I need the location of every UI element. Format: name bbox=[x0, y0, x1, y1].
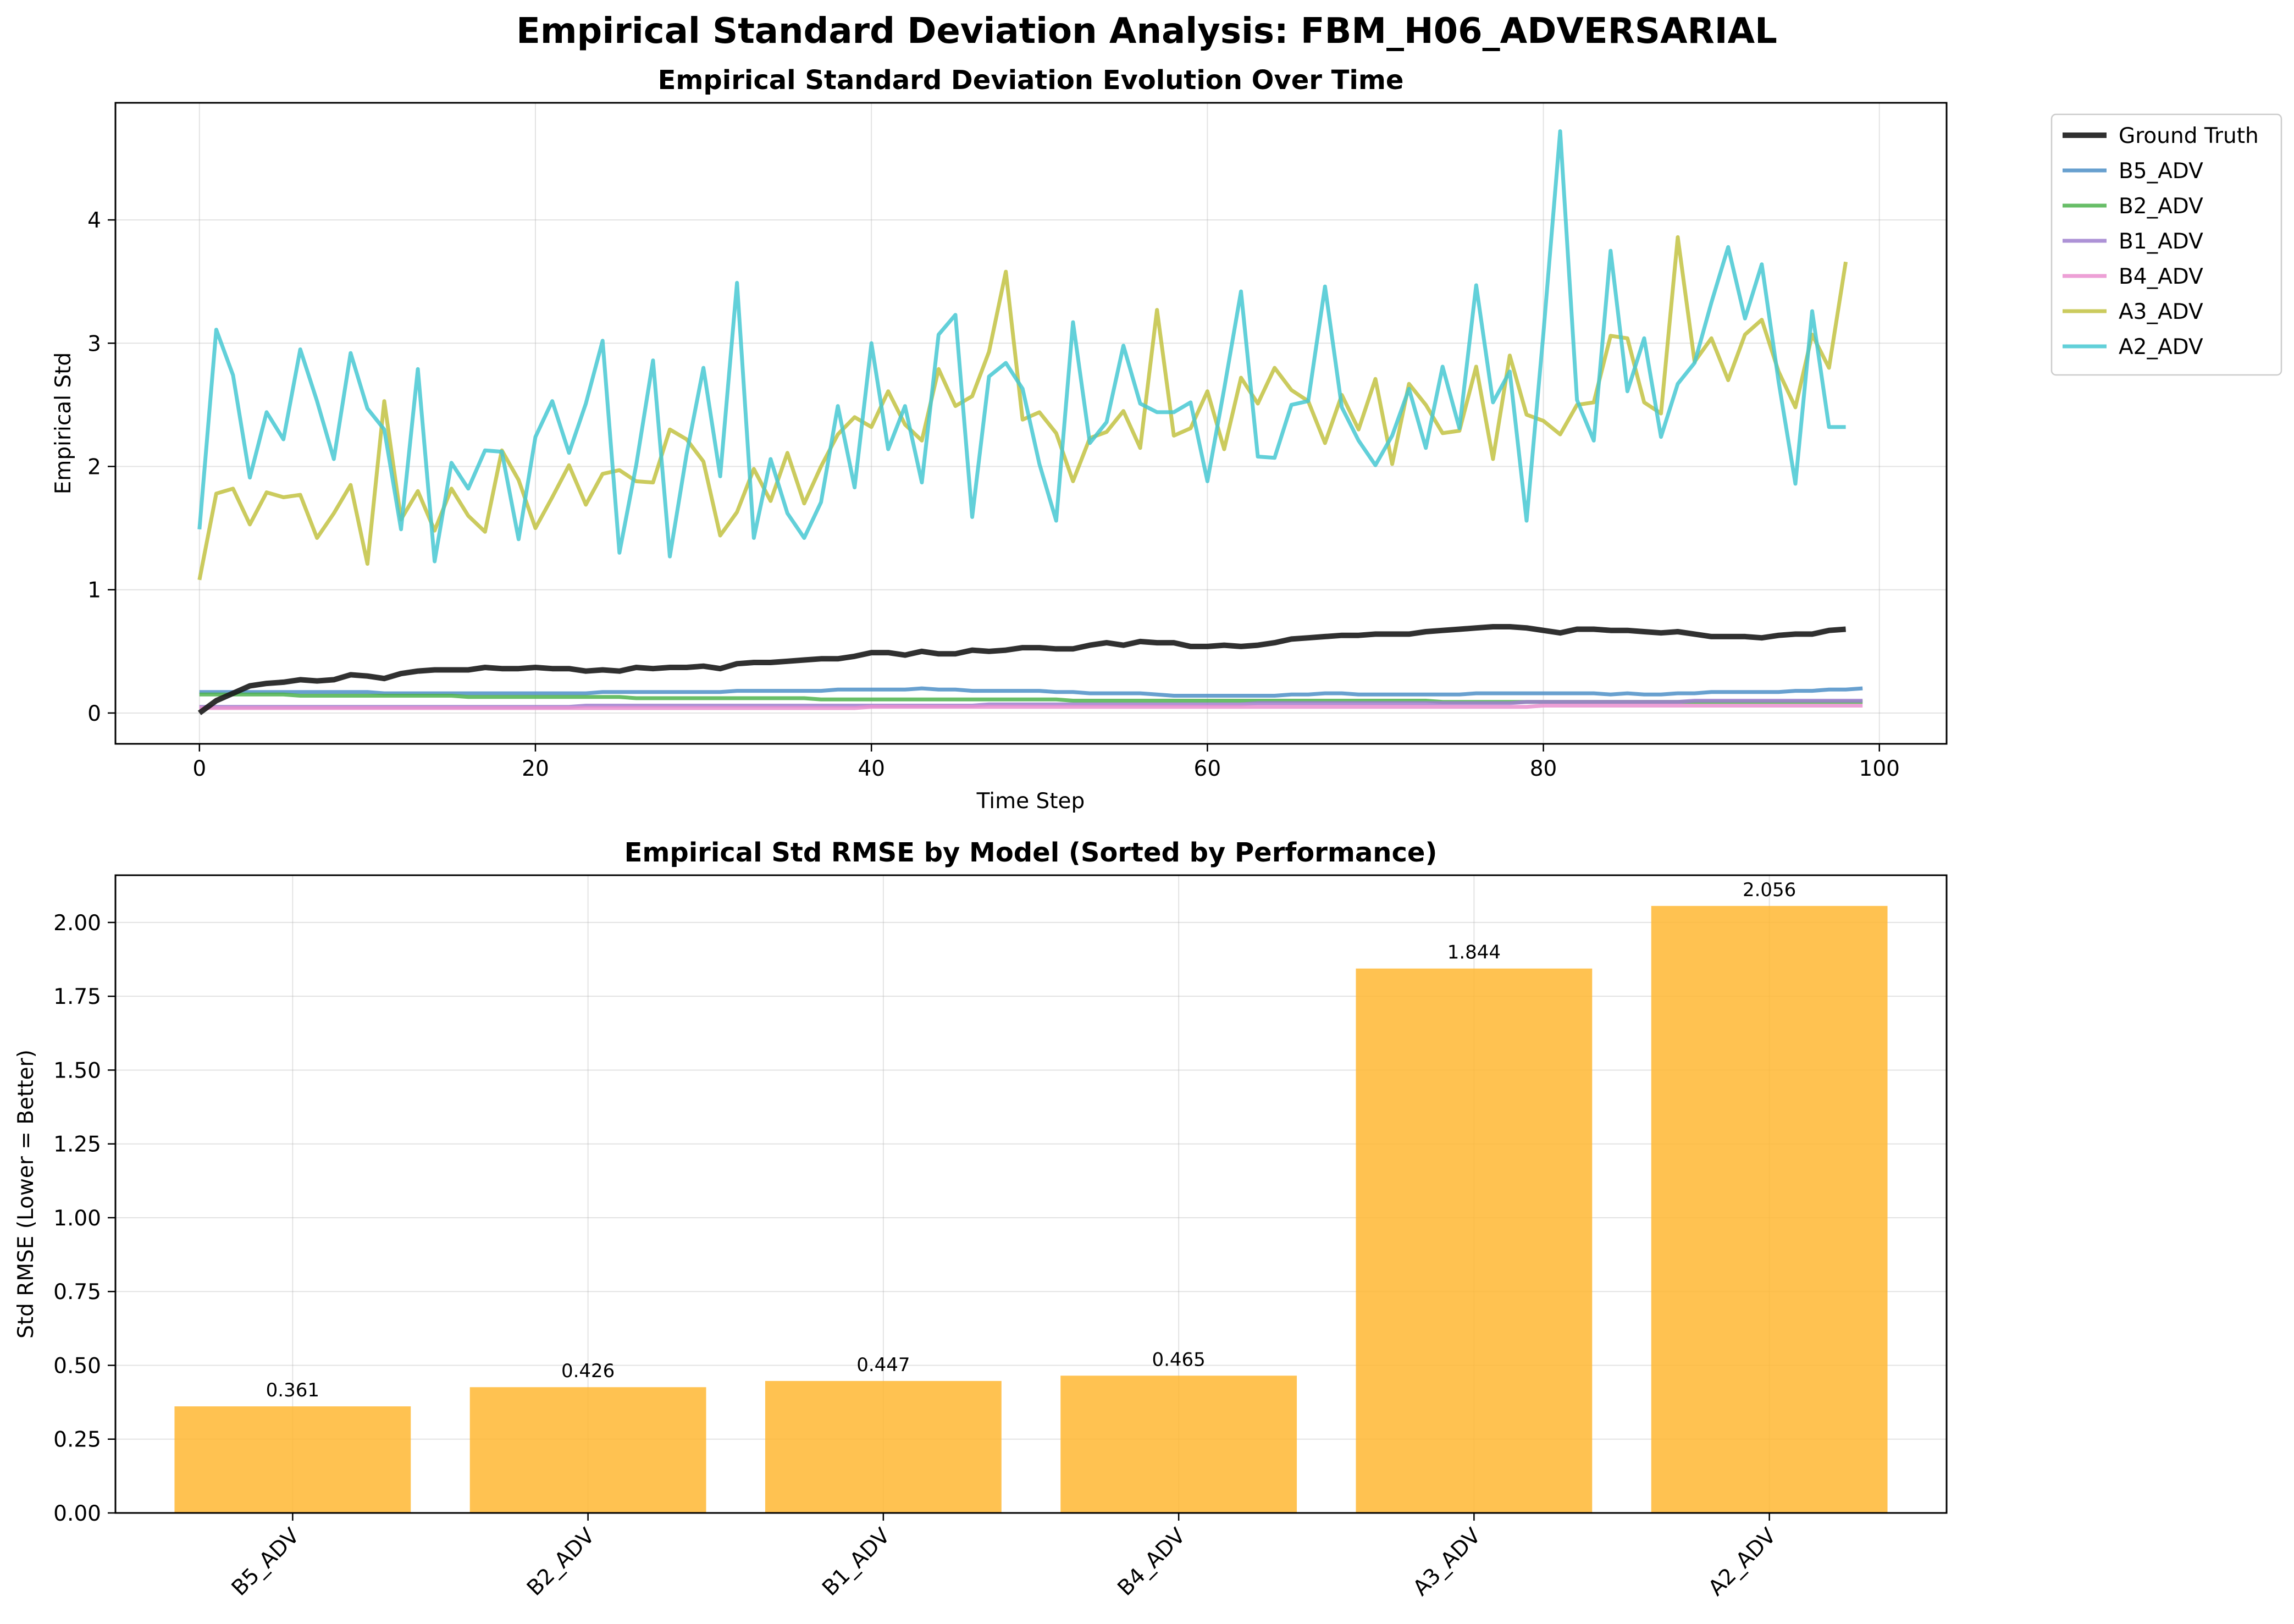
x-tick-label: 0 bbox=[192, 756, 206, 781]
line-chart-series bbox=[197, 129, 1863, 715]
bar-a2-adv bbox=[1651, 905, 1888, 1513]
bar-chart: Empirical Std RMSE by Model (Sorted by P… bbox=[14, 837, 1948, 1601]
y-tick-label: 3 bbox=[87, 332, 101, 356]
y-tick-label: 1 bbox=[87, 578, 101, 603]
y-tick-label: 0.50 bbox=[53, 1354, 101, 1378]
series-line-b4-adv bbox=[199, 704, 1863, 710]
bar-value-label: 0.447 bbox=[856, 1354, 910, 1376]
legend-label: Ground Truth bbox=[2119, 124, 2259, 148]
bar-b5-adv bbox=[174, 1406, 411, 1513]
y-tick-label: 0.00 bbox=[53, 1501, 101, 1526]
bar-chart-title: Empirical Std RMSE by Model (Sorted by P… bbox=[624, 837, 1438, 868]
bar-value-label: 1.844 bbox=[1447, 942, 1501, 964]
series-line-b5-adv bbox=[199, 686, 1863, 698]
y-tick-label: 2 bbox=[87, 455, 101, 479]
series-line-a3-adv bbox=[197, 235, 1848, 581]
legend-label: A2_ADV bbox=[2119, 335, 2203, 360]
y-tick-label: 4 bbox=[87, 208, 101, 233]
bar-value-label: 0.465 bbox=[1152, 1349, 1205, 1371]
bar-b4-adv bbox=[1060, 1376, 1297, 1513]
bar-value-label: 2.056 bbox=[1743, 879, 1796, 901]
bar-chart-bars: 0.361 0.426 0.447 0.465 1.844 2.056 bbox=[174, 879, 1888, 1513]
bar-a3-adv bbox=[1356, 968, 1593, 1513]
bar-value-label: 0.361 bbox=[266, 1379, 319, 1401]
line-chart-xlabel: Time Step bbox=[976, 789, 1085, 814]
x-tick-label: B4_ADV bbox=[1113, 1523, 1191, 1601]
series-line-ground-truth bbox=[197, 624, 1846, 715]
x-tick-label: 40 bbox=[858, 756, 885, 781]
legend-label: B5_ADV bbox=[2119, 159, 2203, 184]
line-chart-ylabel: Empirical Std bbox=[51, 352, 76, 494]
y-tick-label: 0.25 bbox=[53, 1428, 101, 1452]
x-tick-label: A2_ADV bbox=[1704, 1523, 1781, 1601]
line-chart-title: Empirical Standard Deviation Evolution O… bbox=[658, 65, 1404, 96]
bar-b2-adv bbox=[469, 1387, 706, 1513]
x-tick-label: 100 bbox=[1859, 756, 1900, 781]
x-tick-label: A3_ADV bbox=[1408, 1523, 1486, 1601]
x-tick-label: B1_ADV bbox=[817, 1523, 895, 1601]
y-tick-label: 0.75 bbox=[53, 1280, 101, 1305]
bar-chart-ylabel: Std RMSE (Lower = Better) bbox=[14, 1049, 38, 1339]
line-chart-ticks: 0 20 40 60 80 100 0 1 2 3 4 bbox=[87, 208, 1900, 781]
x-tick-label: B5_ADV bbox=[227, 1523, 305, 1601]
y-tick-label: 0 bbox=[87, 701, 101, 726]
figure-suptitle: Empirical Standard Deviation Analysis: F… bbox=[516, 11, 1777, 52]
legend-label: A3_ADV bbox=[2119, 300, 2203, 324]
x-tick-label: 20 bbox=[522, 756, 549, 781]
bar-chart-plot-frame bbox=[114, 874, 1948, 1514]
line-chart-legend: Ground Truth B5_ADV B2_ADV B1_ADV B4_ADV A3_A… bbox=[2050, 113, 2282, 376]
x-tick-label: B2_ADV bbox=[522, 1523, 600, 1601]
y-tick-label: 2.00 bbox=[53, 911, 101, 936]
legend-label: B4_ADV bbox=[2119, 264, 2203, 289]
x-tick-label: 80 bbox=[1530, 756, 1557, 781]
x-tick-label: 60 bbox=[1194, 756, 1221, 781]
legend-label: B2_ADV bbox=[2119, 194, 2203, 219]
line-chart-plot-frame bbox=[114, 102, 1948, 745]
bar-value-label: 0.426 bbox=[561, 1360, 615, 1382]
legend-label: B1_ADV bbox=[2119, 229, 2203, 254]
bar-b1-adv bbox=[765, 1380, 1002, 1513]
y-tick-label: 1.00 bbox=[53, 1206, 101, 1231]
line-chart: Empirical Standard Deviation Evolution O… bbox=[51, 65, 2282, 814]
y-tick-label: 1.25 bbox=[53, 1133, 101, 1157]
legend-frame bbox=[2050, 113, 2282, 376]
y-tick-label: 1.50 bbox=[53, 1058, 101, 1083]
y-tick-label: 1.75 bbox=[53, 985, 101, 1009]
series-line-a2-adv bbox=[197, 129, 1846, 564]
